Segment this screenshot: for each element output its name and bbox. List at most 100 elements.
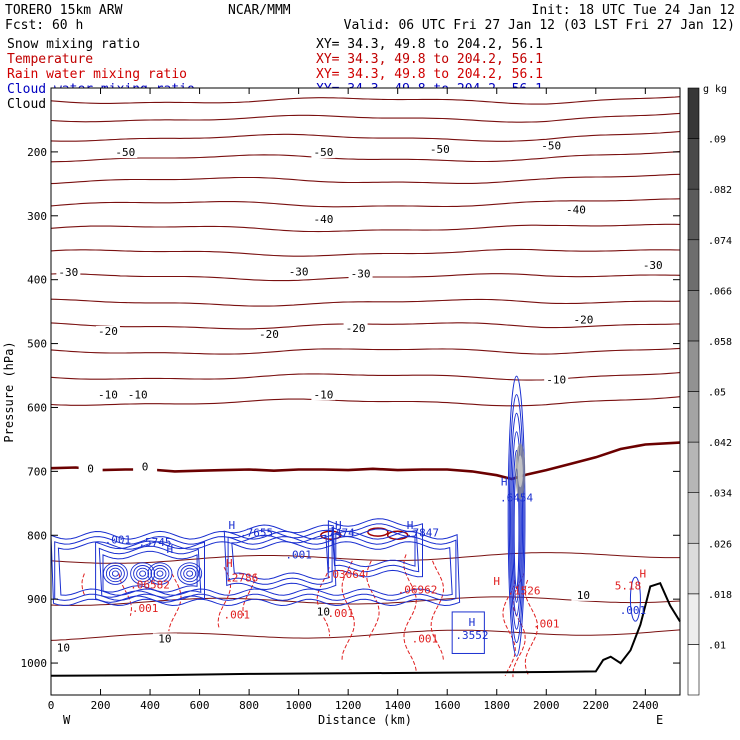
isotherm-label-bg — [427, 143, 452, 155]
isotherm-label: -50 — [115, 146, 135, 159]
isotherm — [50, 347, 681, 355]
field-label: Rain water mixing ratio — [7, 67, 187, 82]
cloud-cell — [177, 562, 203, 585]
rain-contour — [341, 560, 355, 661]
x-tick-label: 2000 — [533, 699, 560, 712]
x-axis: 0 200 400 600 800 1000 1200 1400 1600 1800 2000 220… — [48, 88, 659, 712]
field-section: XY= 34.3, 49.8 to 204.2, 56.1 — [316, 67, 543, 82]
isotherm-label-bg — [286, 266, 311, 278]
y-tick-label: 400 — [27, 274, 47, 287]
west-label: W — [63, 713, 71, 727]
rain-label: .001 — [327, 607, 354, 620]
isotherm-label-bg — [311, 606, 336, 618]
isotherm-label-bg — [348, 268, 373, 280]
cloud-contour — [227, 529, 333, 585]
colorbar-tick: .058 — [708, 337, 732, 348]
isotherm-label: -30 — [351, 267, 371, 280]
colorbar-tick: .01 — [708, 640, 726, 651]
isotherm-label-bg — [95, 389, 120, 401]
isotherm-label-bg — [152, 633, 177, 645]
y-tick-label: 700 — [27, 465, 47, 478]
cloud-contour — [231, 534, 329, 580]
isotherm-label-bg — [78, 463, 103, 475]
cloud-cell — [136, 567, 150, 580]
isotherm-label-bg — [571, 589, 596, 601]
colorbar: .01 .018 .026 .034 .042 .05 .058 .066 .074 .082 .0… — [687, 80, 740, 696]
cloud-label: .7655 — [240, 527, 273, 540]
cloud-cell — [130, 562, 156, 585]
isotherm-label: -50 — [430, 143, 450, 156]
isotherm-label: -10 — [546, 374, 566, 387]
rain-contour — [168, 573, 182, 632]
isotherm-label-bg — [125, 389, 150, 401]
y-tick-label: 600 — [27, 401, 47, 414]
cloud-contour — [95, 540, 205, 603]
cloud-cell — [102, 562, 128, 585]
isotherm-label: -40 — [313, 213, 333, 226]
cloud-contour — [327, 518, 423, 578]
x-tick-label: 800 — [239, 699, 259, 712]
isotherm-label-bg — [571, 314, 596, 326]
field-section: XY= 34.3, 49.8 to 204.2, 56.1 — [316, 52, 543, 67]
colorbar-swatch — [687, 441, 700, 493]
isotherm-label: -30 — [643, 259, 663, 272]
isotherm-label: -30 — [58, 266, 78, 279]
colorbar-swatch — [687, 593, 700, 645]
rain-label: 5.18 — [615, 580, 642, 593]
high-marker: H — [228, 519, 235, 532]
isotherm-label-bg — [113, 147, 138, 159]
isotherm-label: -30 — [289, 266, 309, 279]
rain-label: .06962 — [398, 583, 438, 596]
y-tick-label: 900 — [27, 593, 47, 606]
convective-cloud — [512, 449, 521, 603]
convective-cloud — [507, 375, 526, 657]
y-tick-label: 300 — [27, 210, 47, 223]
cloud-contour — [50, 530, 461, 607]
cloud-label: .5745 — [138, 536, 171, 549]
center-title: NCAR/MMM — [228, 3, 291, 18]
cloud-cell — [186, 570, 194, 577]
cloud-label: .001 — [285, 548, 312, 561]
colorbar-tick: .034 — [708, 489, 732, 500]
cloud-label: .3552 — [455, 629, 488, 642]
colorbar-units: g kg — [703, 84, 727, 95]
cloud-contour-east — [629, 576, 641, 622]
high-marker: H — [501, 475, 508, 488]
isotherm-label-bg — [539, 140, 564, 152]
y-axis-label: Pressure (hPa) — [2, 341, 16, 442]
isotherm — [50, 112, 681, 123]
cloud-label: .6454 — [500, 491, 533, 504]
y-tick-label: 500 — [27, 338, 47, 351]
cloud-contour — [335, 528, 416, 568]
model-title: TORERO 15km ARW — [5, 3, 123, 18]
cloud-contour — [54, 535, 457, 601]
rain-contour — [366, 560, 380, 638]
x-tick-label: 600 — [190, 699, 210, 712]
snow-shade-core — [517, 455, 523, 488]
valid-time: Valid: 06 UTC Fri 27 Jan 12 (03 LST Fri … — [344, 18, 735, 33]
isotherm-label: 10 — [158, 632, 171, 645]
cloud-cell — [133, 565, 153, 583]
colorbar-swatch — [687, 340, 700, 392]
cloud-cell — [105, 565, 125, 583]
colorbar-swatch — [687, 188, 700, 241]
isotherm-label-bg — [311, 147, 336, 159]
isotherm-label-bg — [544, 374, 569, 386]
isotherm-label: -10 — [313, 388, 333, 401]
cloud-contour — [223, 524, 337, 591]
cloud-cell — [183, 567, 197, 580]
isotherm-label: -20 — [98, 325, 118, 338]
colorbar-tick: .05 — [708, 388, 726, 399]
x-tick-label: 1800 — [483, 699, 510, 712]
isotherm-warm — [50, 552, 680, 564]
cloud-contour-low — [451, 611, 485, 654]
forecast-hour: Fcst: 60 h — [5, 18, 83, 33]
x-axis-label: Distance (km) — [318, 713, 412, 727]
rain-label: .001 — [223, 608, 250, 621]
x-tick-label: 1000 — [285, 699, 312, 712]
rain-contour — [403, 554, 417, 674]
isotherm-label-bg — [51, 642, 76, 654]
isotherm — [50, 131, 681, 142]
isotherm-label: -20 — [573, 313, 593, 326]
